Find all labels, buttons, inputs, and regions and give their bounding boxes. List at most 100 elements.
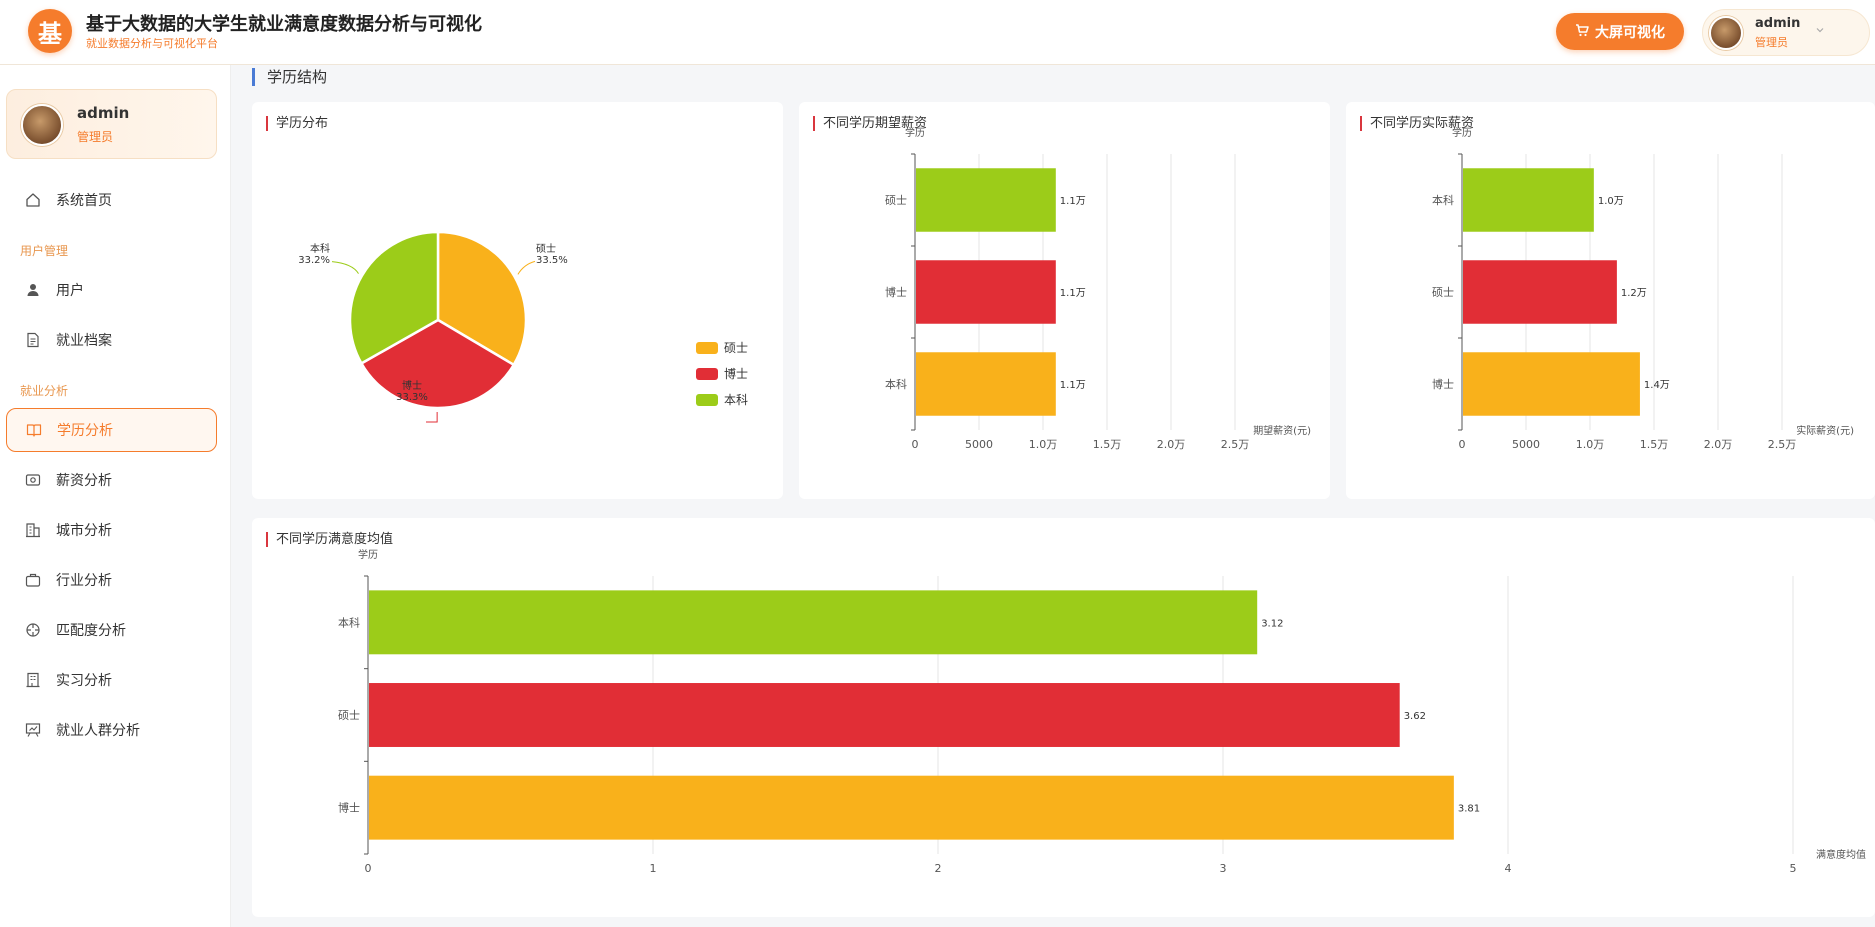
bar-value-label: 1.4万 bbox=[1644, 380, 1670, 391]
bar-value-label: 1.1万 bbox=[1060, 380, 1086, 391]
office-icon bbox=[24, 671, 42, 689]
sidebar-item-internship-analysis[interactable]: 实习分析 bbox=[6, 658, 217, 702]
bar bbox=[1463, 168, 1594, 232]
document-icon bbox=[24, 331, 42, 349]
pie-slice bbox=[348, 230, 440, 366]
sidebar-item-label: 就业人群分析 bbox=[56, 723, 140, 739]
x-axis-title: 实际薪资(元) bbox=[1796, 424, 1854, 437]
legend-swatch bbox=[696, 342, 718, 354]
sidebar-item-label: 实习分析 bbox=[56, 673, 112, 689]
chevron-down-icon[interactable] bbox=[1815, 24, 1825, 38]
x-tick-label: 3 bbox=[1220, 862, 1227, 875]
sidebar-item-match-analysis[interactable]: 匹配度分析 bbox=[6, 608, 217, 652]
bar bbox=[1463, 260, 1617, 324]
sidebar-item-home[interactable]: 系统首页 bbox=[6, 178, 217, 222]
bar-value-label: 1.1万 bbox=[1060, 196, 1086, 207]
sidebar-item-label: 学历分析 bbox=[57, 423, 113, 439]
bar bbox=[369, 683, 1400, 747]
x-axis-title: 期望薪资(元) bbox=[1253, 424, 1311, 437]
bar-value-label: 1.2万 bbox=[1621, 288, 1647, 299]
x-tick-label: 4 bbox=[1505, 862, 1512, 875]
big-screen-button[interactable]: 大屏可视化 bbox=[1556, 13, 1684, 50]
y-tick-label: 博士 bbox=[1432, 378, 1454, 391]
pie-leader-line bbox=[426, 411, 438, 423]
x-tick-label: 1.5万 bbox=[1093, 438, 1122, 451]
pie-label: 博士 bbox=[402, 379, 422, 392]
y-tick-label: 硕士 bbox=[338, 709, 360, 722]
pie-leader-line bbox=[331, 261, 359, 274]
pie-leader-line bbox=[517, 260, 536, 275]
card-actual-salary: 不同学历实际薪资 本科 1.0万 硕士 1.2万 博士 1.4万 0 5000 1.0万 1.5万… bbox=[1346, 102, 1875, 499]
x-tick-label: 2.0万 bbox=[1704, 438, 1733, 451]
sidebar-user-card: admin 管理员 bbox=[6, 89, 217, 159]
app-logo[interactable]: 基 bbox=[28, 9, 72, 53]
bar bbox=[1463, 352, 1640, 416]
legend-label: 博士 bbox=[724, 366, 748, 381]
sidebar: admin 管理员 系统首页 用户管理 用户 就业档案 就业分析 学历分析 薪资… bbox=[0, 65, 231, 927]
sidebar-item-label: 系统首页 bbox=[56, 193, 112, 209]
sidebar-item-city-analysis[interactable]: 城市分析 bbox=[6, 508, 217, 552]
x-tick-label: 2 bbox=[935, 862, 942, 875]
sidebar-item-salary-analysis[interactable]: 薪资分析 bbox=[6, 458, 217, 502]
sidebar-item-industry-analysis[interactable]: 行业分析 bbox=[6, 558, 217, 602]
x-tick-label: 1.0万 bbox=[1576, 438, 1605, 451]
x-axis-title: 满意度均值 bbox=[1816, 848, 1866, 861]
sidebar-item-user[interactable]: 用户 bbox=[6, 268, 217, 312]
y-tick-label: 本科 bbox=[338, 615, 360, 629]
bar-value-label: 3.81 bbox=[1458, 804, 1480, 815]
bar bbox=[916, 352, 1056, 416]
card-title: 不同学历实际薪资 bbox=[1360, 116, 1474, 131]
x-tick-label: 5000 bbox=[1512, 438, 1540, 451]
x-tick-label: 1.0万 bbox=[1029, 438, 1058, 451]
bar-value-label: 3.12 bbox=[1261, 618, 1283, 629]
target-icon bbox=[24, 621, 42, 639]
bar bbox=[369, 590, 1258, 655]
x-tick-label: 1 bbox=[650, 862, 657, 875]
x-tick-label: 2.5万 bbox=[1221, 438, 1250, 451]
x-tick-label: 0 bbox=[365, 862, 372, 875]
big-screen-label: 大屏可视化 bbox=[1595, 24, 1665, 41]
money-icon bbox=[24, 471, 42, 489]
presentation-icon bbox=[24, 721, 42, 739]
section-title: 学历结构 bbox=[252, 68, 327, 86]
pie-percent-label: 33.2% bbox=[298, 255, 330, 266]
pie-label: 硕士 bbox=[536, 242, 556, 255]
avatar bbox=[1709, 16, 1743, 50]
legend-label: 硕士 bbox=[724, 341, 748, 355]
sidebar-item-population-analysis[interactable]: 就业人群分析 bbox=[6, 708, 217, 752]
legend-swatch bbox=[696, 394, 718, 406]
y-tick-label: 硕士 bbox=[1432, 286, 1454, 299]
user-menu[interactable]: admin 管理员 bbox=[1702, 9, 1870, 56]
card-expected-salary: 不同学历期望薪资 硕士 1.1万 博士 1.1万 本科 1.1万 0 5000 1.0万 1.5万… bbox=[799, 102, 1330, 499]
sidebar-item-label: 就业档案 bbox=[56, 333, 112, 349]
bar bbox=[916, 168, 1056, 232]
satisfaction-chart: 本科 3.12 硕士 3.62 博士 3.81 0 1 2 3 4 5 学历满意度均值 bbox=[338, 548, 1866, 875]
x-tick-label: 5000 bbox=[965, 438, 993, 451]
x-tick-label: 0 bbox=[912, 438, 919, 451]
legend-swatch bbox=[696, 368, 718, 380]
cart-icon bbox=[1575, 23, 1589, 41]
y-axis-title: 学历 bbox=[905, 126, 925, 139]
menu-group-user: 用户管理 bbox=[20, 244, 69, 258]
user-icon bbox=[24, 281, 42, 299]
y-tick-label: 博士 bbox=[338, 802, 360, 815]
x-tick-label: 0 bbox=[1459, 438, 1466, 451]
card-title: 学历分布 bbox=[266, 116, 328, 131]
sidebar-item-employment-records[interactable]: 就业档案 bbox=[6, 318, 217, 362]
app-title: 基于大数据的大学生就业满意度数据分析与可视化 bbox=[86, 14, 482, 35]
building-icon bbox=[24, 521, 42, 539]
user-role: 管理员 bbox=[1755, 36, 1788, 49]
sidebar-user-name: admin bbox=[77, 104, 130, 122]
sidebar-item-education-analysis[interactable]: 学历分析 bbox=[6, 408, 217, 452]
legend-label: 本科 bbox=[724, 393, 748, 407]
briefcase-icon bbox=[24, 571, 42, 589]
bar-value-label: 3.62 bbox=[1404, 711, 1426, 722]
sidebar-user-role: 管理员 bbox=[77, 130, 114, 144]
bar bbox=[916, 260, 1056, 324]
x-tick-label: 5 bbox=[1790, 862, 1797, 875]
sidebar-item-label: 行业分析 bbox=[56, 573, 112, 589]
book-icon bbox=[25, 421, 43, 439]
